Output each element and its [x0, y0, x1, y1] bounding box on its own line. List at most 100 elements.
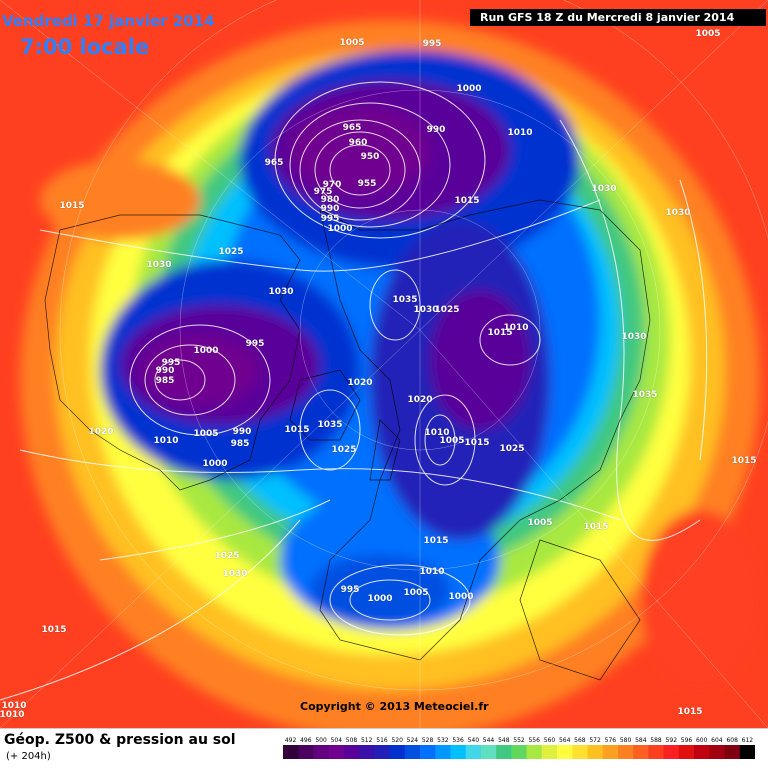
isobar-label: 975: [313, 187, 333, 197]
isobar-label: 1025: [214, 551, 240, 561]
isobar-label: 1005: [695, 29, 721, 39]
isobar-label: 995: [320, 214, 340, 224]
legend-tick-label: 532: [437, 737, 449, 744]
isobar-label: 1005: [439, 436, 465, 446]
legend-swatch: [435, 745, 451, 759]
legend-tick-label: 528: [422, 737, 434, 744]
isobar-label: 1000: [193, 346, 219, 356]
isobar-label: 1025: [434, 305, 460, 315]
legend-swatch: [557, 745, 573, 759]
isobar-label: 1030: [621, 332, 647, 342]
legend-tick-label: 548: [498, 737, 510, 744]
legend-tick-label: 564: [559, 737, 571, 744]
legend-swatch: [709, 745, 725, 759]
legend-tick-label: 576: [605, 737, 617, 744]
legend-swatch: [587, 745, 604, 759]
legend-tick-label: 508: [346, 737, 358, 744]
isobar-label: 1020: [407, 395, 433, 405]
legend-tick-label: 608: [726, 737, 738, 744]
isobar-label: 1035: [317, 420, 343, 430]
legend-tick-label: 592: [666, 737, 678, 744]
isobar-label: 1010: [153, 436, 179, 446]
legend-tick-label: 512: [361, 737, 373, 744]
legend-tick-label: 560: [544, 737, 556, 744]
isobar-label: 1005: [193, 429, 219, 439]
isobar-label: 1010: [507, 128, 533, 138]
isobar-label: 1015: [284, 425, 310, 435]
isobar-label: 1015: [423, 536, 449, 546]
legend-swatch: [678, 745, 695, 759]
legend-swatch: [313, 745, 330, 759]
isobar-label: 965: [342, 123, 362, 133]
legend-swatch: [541, 745, 558, 759]
isobar-label: 1030: [665, 208, 691, 218]
isobar-label: 1015: [59, 201, 85, 211]
legend-swatch: [511, 745, 528, 759]
forecast-time: 7:00 locale: [20, 35, 150, 59]
isobar-label: 950: [360, 152, 380, 162]
isobar-label: 955: [357, 179, 377, 189]
legend-swatch: [450, 745, 467, 759]
legend-swatch: [633, 745, 649, 759]
isobar-label: 990: [426, 125, 446, 135]
isobar-label: 995: [340, 585, 360, 595]
legend-tick-label: 504: [331, 737, 343, 744]
height-bands: [20, 20, 760, 728]
isobar-label: 1000: [327, 224, 353, 234]
legend-swatch: [724, 745, 741, 759]
geopotential-map: [0, 0, 768, 728]
legend-swatch: [496, 745, 512, 759]
isobar-label: 1015: [41, 625, 67, 635]
isobar-label: 1015: [464, 438, 490, 448]
isobar-label: 1020: [88, 427, 114, 437]
forecast-date: Vendredi 17 janvier 2014: [2, 12, 215, 30]
isobar-label: 1015: [454, 196, 480, 206]
legend-tick-label: 500: [315, 737, 327, 744]
isobar-label: 1000: [202, 459, 228, 469]
isobar-label: 1015: [583, 522, 609, 532]
graticule: [0, 0, 768, 728]
forecast-lead: (+ 204h): [6, 751, 51, 762]
isobar-label: 1030: [222, 569, 248, 579]
legend-tick-label: 544: [483, 737, 495, 744]
color-legend: 492 496 500 504 508 512 516 520 524 528 532 536 540 5…: [283, 737, 755, 759]
isobar-label: 995: [161, 358, 181, 368]
legend-tick-label: 588: [650, 737, 662, 744]
legend-swatch: [389, 745, 406, 759]
legend-tick-label: 496: [300, 737, 312, 744]
legend-tick-label: 520: [391, 737, 403, 744]
isobar-label: 990: [155, 366, 175, 376]
isobar-label: 995: [245, 339, 265, 349]
legend-swatch: [602, 745, 619, 759]
legend-swatch: [648, 745, 665, 759]
legend-swatch: [374, 745, 391, 759]
legend-swatch: [359, 745, 375, 759]
isobar-label: 960: [348, 138, 368, 148]
legend-tick-label: 556: [528, 737, 540, 744]
legend-tick-label: 572: [589, 737, 601, 744]
isobar-label: 1030: [268, 287, 294, 297]
legend-swatch: [480, 745, 497, 759]
isobar-label: 965: [264, 158, 284, 168]
legend-swatch: [283, 745, 299, 759]
legend-tick-label: 516: [376, 737, 388, 744]
isobar-label: 1025: [218, 247, 244, 257]
isobar-label: 1020: [347, 378, 373, 388]
legend-swatch: [618, 745, 634, 759]
legend-swatch: [420, 745, 436, 759]
isobar-label: 1015: [677, 707, 703, 717]
legend-tick-label: 584: [635, 737, 647, 744]
isobar-label: 990: [320, 204, 340, 214]
legend-swatch: [739, 745, 755, 759]
isobar-label: 1030: [146, 260, 172, 270]
isobar-label: 1015: [731, 456, 757, 466]
isobar-label: 1010: [424, 428, 450, 438]
legend-swatch: [328, 745, 345, 759]
legend-swatch: [343, 745, 360, 759]
isobar-label: 985: [230, 439, 250, 449]
legend-swatch: [298, 745, 314, 759]
isobar-label: 990: [232, 427, 252, 437]
isobar-label: 1015: [487, 328, 513, 338]
legend-tick-label: 536: [452, 737, 464, 744]
